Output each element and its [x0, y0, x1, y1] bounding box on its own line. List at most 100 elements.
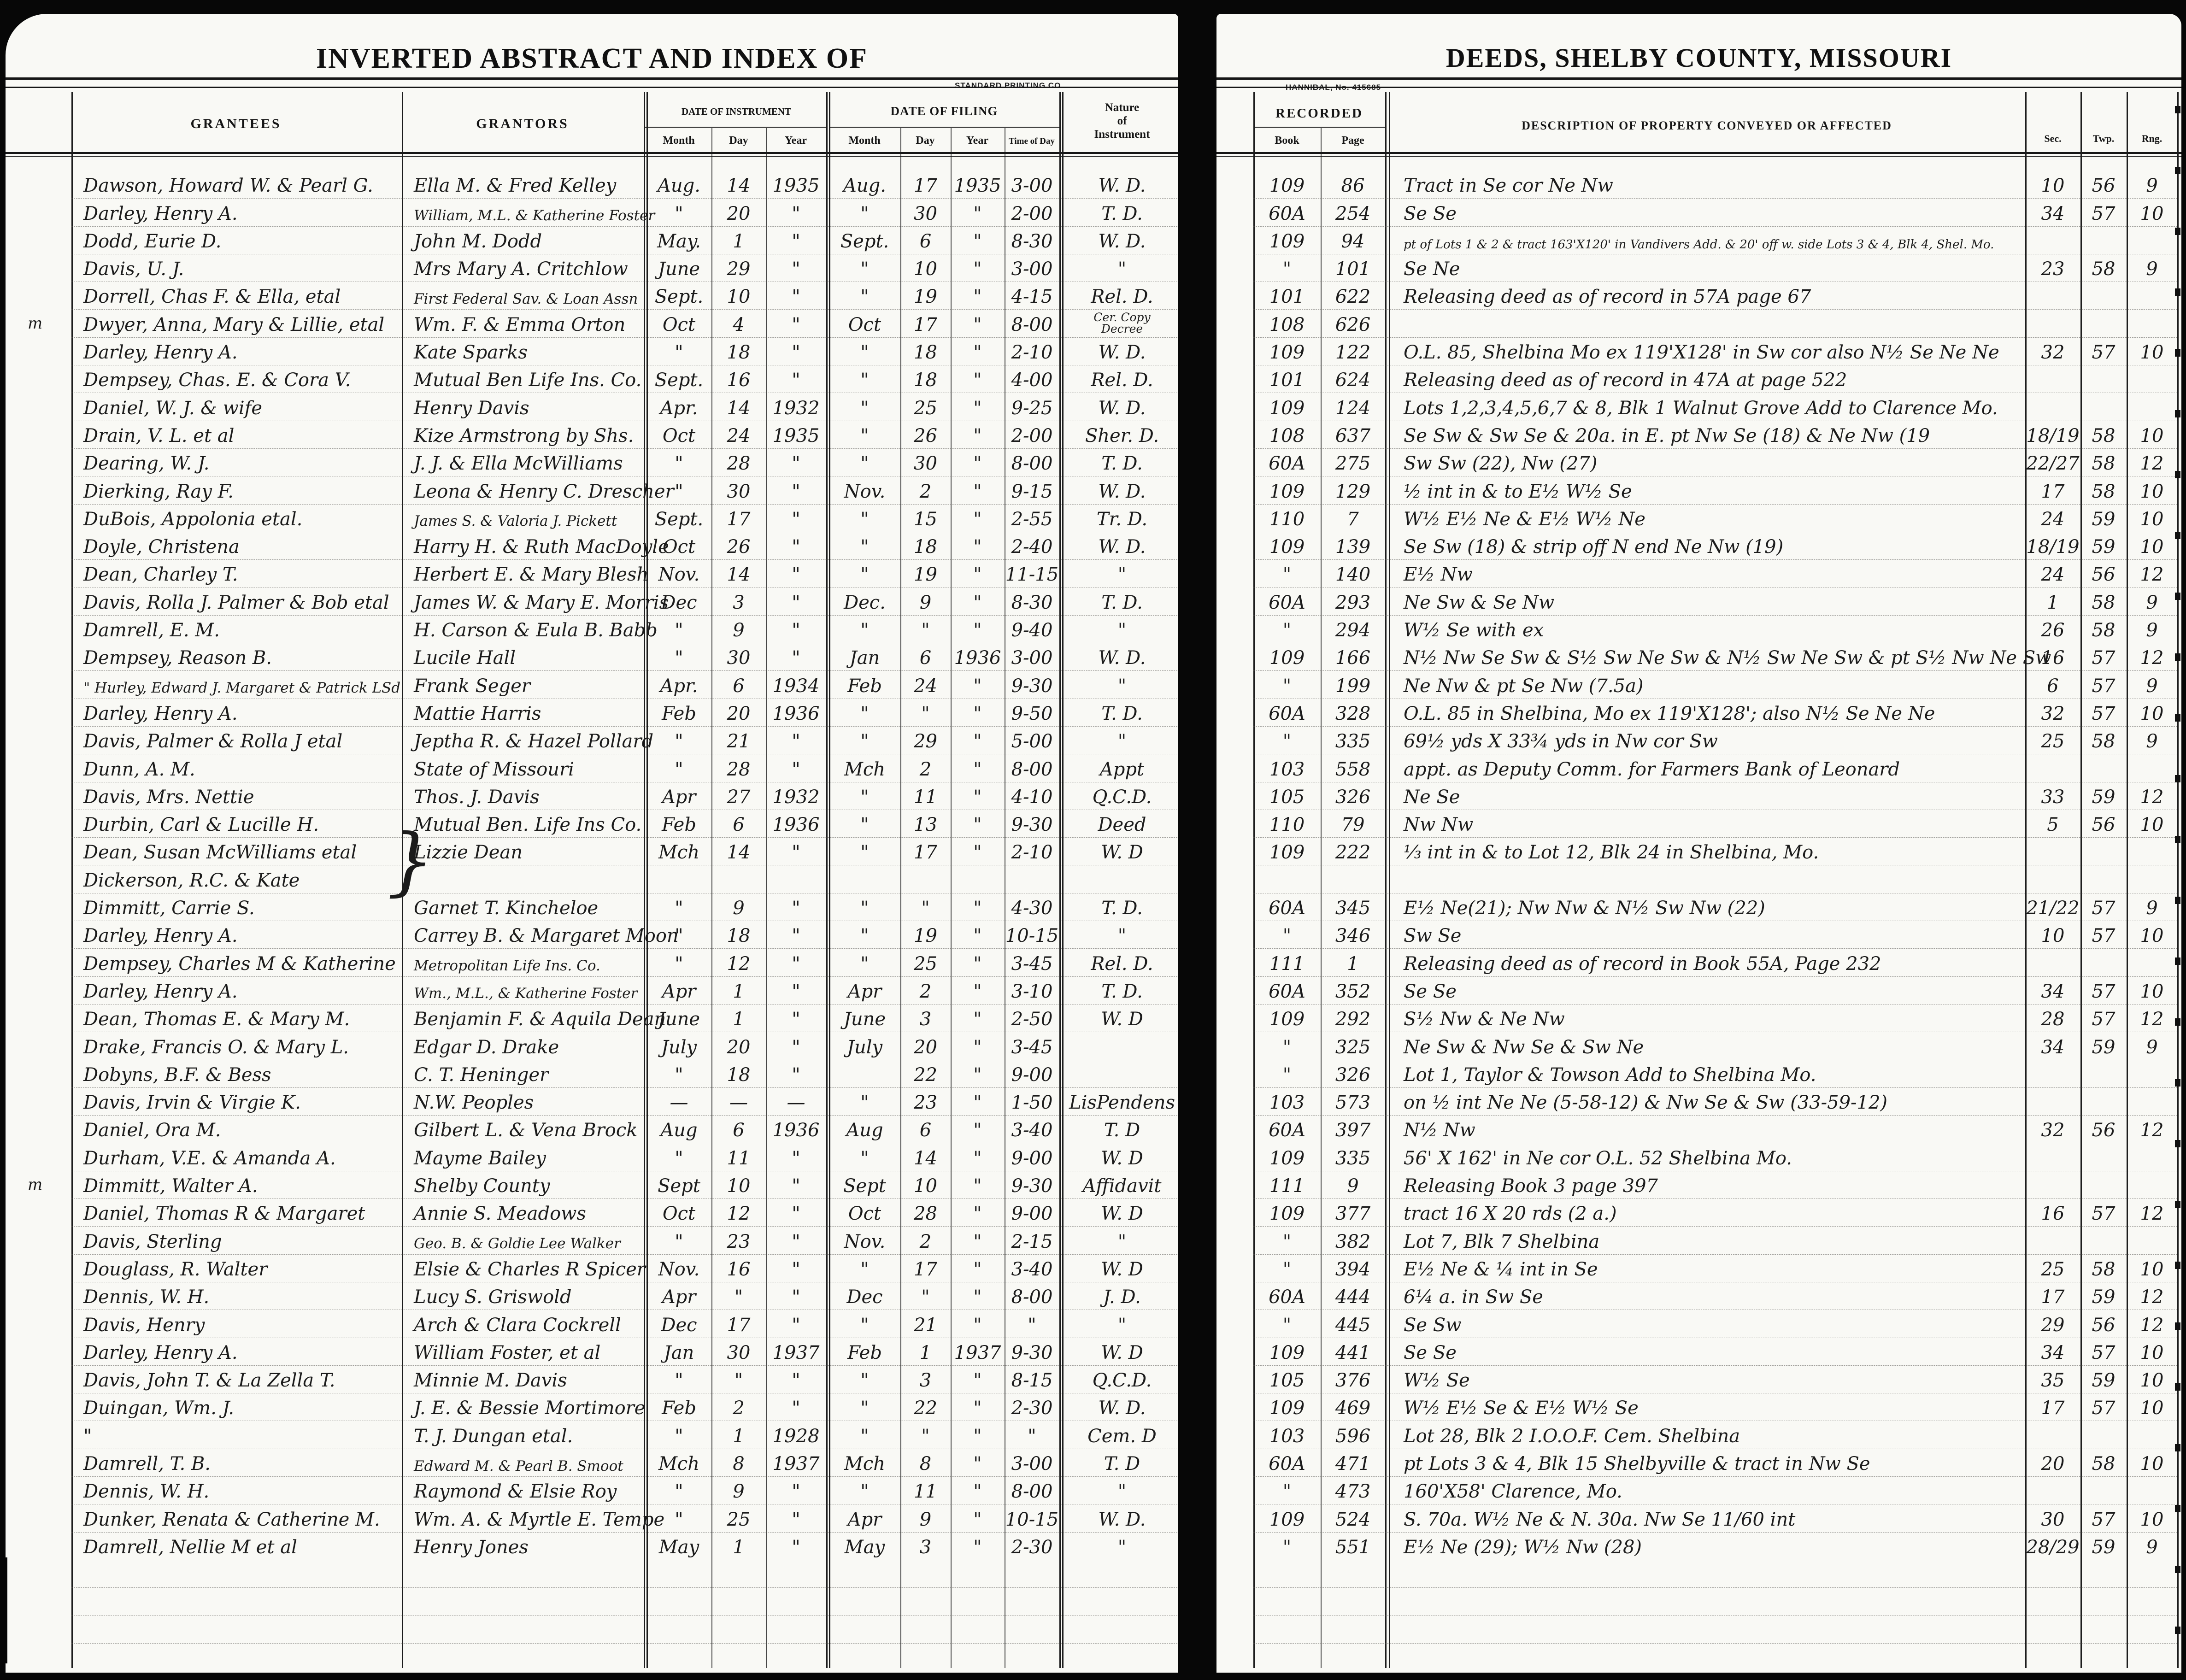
cell-fd: "	[921, 1425, 930, 1447]
cell-g: Damrell, T. B.	[83, 1453, 211, 1475]
cell-n: Affidavit	[1082, 1175, 1162, 1197]
cell-r: Geo. B. & Goldie Lee Walker	[414, 1235, 621, 1252]
row-rule	[71, 1476, 1177, 1505]
cell-im: Mch	[658, 1453, 700, 1475]
cell-fm: Feb	[847, 1342, 882, 1363]
cell-pg: 335	[1335, 1147, 1371, 1169]
cell-s: 22/27	[2026, 453, 2080, 475]
cell-fy: "	[973, 453, 982, 475]
cell-iy: "	[792, 592, 800, 613]
cell-iy: 1935	[772, 425, 820, 446]
cell-fm: Dec.	[844, 592, 886, 613]
cell-fm: Aug	[846, 1120, 883, 1141]
cell-im: "	[675, 925, 683, 947]
cell-pg: 166	[1335, 647, 1371, 669]
cell-id: 30	[727, 1342, 751, 1363]
cell-g: Duingan, Wm. J.	[83, 1398, 235, 1419]
row-rule	[1253, 670, 2177, 699]
cell-tw: 57	[2092, 1203, 2115, 1225]
cell-bk: 60A	[1269, 453, 1305, 475]
cell-im: "	[675, 731, 683, 752]
cell-id: 27	[727, 786, 751, 808]
cell-id: 14	[727, 842, 751, 863]
cell-d: 56' X 162' in Ne cor O.L. 52 Shelbina Mo…	[1404, 1147, 1792, 1169]
cell-d: N½ Nw	[1404, 1120, 1475, 1141]
row-rule	[71, 1587, 1177, 1616]
cell-bk: 109	[1269, 175, 1305, 197]
cell-tw: 58	[2092, 731, 2115, 752]
column-rule	[1253, 92, 1255, 1668]
cell-s: 29	[2041, 1314, 2065, 1336]
cell-n: "	[1117, 620, 1127, 641]
cell-iy: "	[792, 1203, 800, 1225]
cell-id: "	[734, 1286, 743, 1308]
cell-t: "	[1028, 1314, 1036, 1336]
cell-r: Mutual Ben Life Ins. Co.	[414, 370, 642, 391]
cell-r: Kize Armstrong by Shs.	[414, 425, 634, 446]
cell-fy: "	[973, 230, 982, 252]
right-page-title: DEEDS, SHELBY COUNTY, MISSOURI	[1446, 43, 1952, 73]
cell-fd: 28	[914, 1203, 937, 1225]
title-rule	[1216, 77, 2181, 80]
cell-iy: "	[792, 1509, 800, 1530]
cell-im: Oct	[662, 314, 696, 335]
cell-r: Mrs Mary A. Critchlow	[414, 258, 628, 280]
cell-id: 18	[727, 925, 751, 947]
cell-im: "	[675, 1231, 683, 1252]
cell-pg: 471	[1335, 1453, 1371, 1475]
row-rule	[1253, 726, 2177, 755]
cell-iy: "	[792, 1175, 800, 1197]
cell-s: 26	[2041, 620, 2065, 641]
cell-s: 5	[2047, 814, 2059, 836]
cell-s: 17	[2041, 1286, 2065, 1308]
cell-t: 9-15	[1011, 481, 1053, 502]
cell-iy: "	[792, 564, 800, 586]
cell-iy: "	[792, 953, 800, 975]
cell-d: 69½ yds X 33¾ yds in Nw cor Sw	[1404, 731, 1718, 752]
cell-id: 12	[727, 953, 751, 975]
cell-g: Dickerson, R.C. & Kate	[83, 869, 300, 891]
cell-pg: 122	[1335, 342, 1371, 364]
cell-tw: 58	[2092, 258, 2115, 280]
cell-n: W. D.	[1098, 397, 1146, 419]
cell-im: Oct	[662, 425, 696, 446]
cell-im: Dec	[661, 1314, 697, 1336]
cell-g: Dennis, W. H.	[83, 1286, 210, 1308]
cell-g: "	[83, 1425, 92, 1447]
cell-pg: 524	[1335, 1509, 1371, 1530]
cell-fd: 6	[919, 230, 932, 252]
cell-fd: 19	[914, 925, 937, 947]
cell-bk: 60A	[1269, 981, 1305, 1002]
cell-n: W. D	[1101, 1009, 1143, 1030]
cell-pg: 326	[1335, 1064, 1371, 1086]
cell-rn: 9	[2146, 258, 2158, 280]
cell-iy: "	[792, 620, 800, 641]
cell-fy: "	[973, 675, 982, 697]
cell-im: "	[675, 453, 683, 475]
cell-d: on ½ int Ne Ne (5-58-12) & Nw Se & Sw (3…	[1404, 1092, 1888, 1114]
cell-r: Jeptha R. & Hazel Pollard	[414, 731, 654, 752]
cell-fd: 8	[919, 1453, 932, 1475]
cell-r: Lucy S. Griswold	[414, 1286, 572, 1308]
cell-fm: "	[860, 814, 869, 836]
cell-r: Lucile Hall	[414, 647, 516, 669]
cell-fd: 19	[914, 564, 937, 586]
cell-r: Frank Seger	[414, 675, 530, 697]
cell-pg: 139	[1335, 536, 1371, 558]
row-rule	[1253, 1504, 2177, 1533]
cell-im: "	[675, 1509, 683, 1530]
cell-t: 2-00	[1011, 203, 1053, 224]
cell-pg: 377	[1335, 1203, 1371, 1225]
cell-id: 16	[727, 1258, 751, 1280]
cell-n: W. D.	[1098, 536, 1146, 558]
cell-rn: 12	[2140, 1009, 2164, 1030]
cell-r: Arch & Clara Cockrell	[414, 1314, 621, 1336]
column-rule	[71, 92, 73, 1668]
row-rule	[71, 1393, 1177, 1422]
cell-s: 34	[2041, 1342, 2065, 1363]
cell-g: Damrell, E. M.	[83, 620, 220, 641]
cell-pg: 376	[1335, 1370, 1371, 1392]
row-rule	[1253, 643, 2177, 671]
cell-g: DuBois, Appolonia etal.	[83, 508, 303, 530]
cell-r: Ella M. & Fred Kelley	[414, 175, 617, 197]
